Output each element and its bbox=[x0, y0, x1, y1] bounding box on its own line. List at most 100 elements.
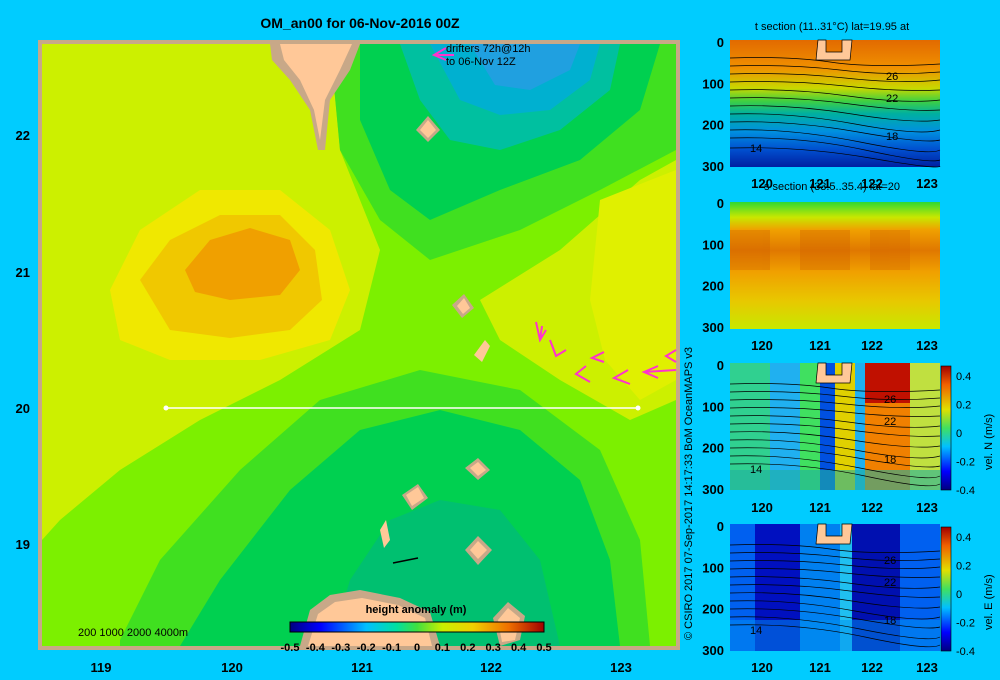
s-section-title: s section (33.5..35.4) lat=20 bbox=[764, 181, 900, 193]
drifter-tracks bbox=[431, 47, 677, 385]
colorbar-tick: -0.5 bbox=[281, 642, 300, 654]
velocity-tick-label: 0 bbox=[956, 428, 962, 440]
vn-section-panel[interactable]: 26 22 18 14 0.4 0.2 0 -0.2 -0.4 vel. N (m/s)… bbox=[702, 358, 995, 515]
y-tick-label: 19 bbox=[16, 537, 30, 552]
lon-tick-label: 123 bbox=[916, 660, 938, 675]
x-tick-label: 120 bbox=[221, 660, 243, 675]
t-section-plot bbox=[730, 40, 940, 167]
colorbar-tick: -0.4 bbox=[306, 642, 326, 654]
depth-tick-label: 0 bbox=[717, 519, 724, 534]
depth-tick-label: 200 bbox=[702, 279, 724, 294]
lon-tick-label: 120 bbox=[751, 500, 773, 515]
ve-section-panel[interactable]: 26 22 18 14 0.4 0.2 0 -0.2 -0.4 vel. E (m/s)… bbox=[702, 519, 995, 675]
map-x-axis: 119 120 121 122 123 bbox=[91, 660, 632, 675]
depth-tick-label: 300 bbox=[702, 482, 724, 497]
contour-label: 26 bbox=[884, 394, 896, 406]
depth-tick-label: 200 bbox=[702, 441, 724, 456]
contour-label: 22 bbox=[884, 416, 896, 428]
velocity-tick-label: 0.4 bbox=[956, 532, 971, 544]
lon-tick-label: 121 bbox=[809, 660, 831, 675]
colorbar-tick: 0.2 bbox=[460, 642, 475, 654]
drifter-arrow bbox=[431, 47, 454, 61]
velocity-tick-label: 0.4 bbox=[956, 371, 971, 383]
depth-tick-label: 100 bbox=[702, 76, 724, 91]
lon-tick-label: 123 bbox=[916, 338, 938, 353]
map-y-axis: 22 21 20 19 bbox=[16, 128, 30, 552]
lon-tick-label: 122 bbox=[861, 660, 883, 675]
velocity-tick-label: -0.2 bbox=[956, 618, 975, 630]
drifters-label-2: to 06-Nov 12Z bbox=[446, 56, 516, 68]
depth-tick-label: 0 bbox=[717, 35, 724, 50]
height-anomaly-field bbox=[42, 44, 676, 646]
vn-colorbar-label: vel. N (m/s) bbox=[983, 414, 995, 470]
contour-label: 22 bbox=[886, 93, 898, 105]
drifter-arrow bbox=[611, 369, 631, 385]
depth-tick-label: 300 bbox=[702, 643, 724, 658]
height-colorbar: height anomaly (m) -0.5 -0.4 -0.3 -0.2 -0.1 0… bbox=[281, 604, 552, 654]
depth-tick-label: 100 bbox=[702, 237, 724, 252]
depth-tick-label: 0 bbox=[717, 358, 724, 373]
colorbar-tick: 0.3 bbox=[486, 642, 501, 654]
lon-tick-label: 122 bbox=[861, 338, 883, 353]
velocity-tick-label: 0.2 bbox=[956, 561, 971, 573]
colorbar-tick: 0.5 bbox=[536, 642, 551, 654]
colorbar-tick: -0.3 bbox=[331, 642, 350, 654]
lon-tick-label: 123 bbox=[916, 500, 938, 515]
drifters-label: drifters 72h@12h bbox=[446, 43, 531, 55]
map-panel[interactable]: OM_an00 for 06-Nov-2016 00Z drifters 72h… bbox=[16, 15, 680, 675]
x-tick-label: 119 bbox=[91, 660, 112, 675]
velocity-tick-label: 0 bbox=[956, 589, 962, 601]
depth-tick-label: 200 bbox=[702, 118, 724, 133]
x-tick-label: 121 bbox=[351, 660, 373, 675]
contour-label: 26 bbox=[884, 555, 896, 567]
y-tick-label: 21 bbox=[16, 265, 30, 280]
s-section-panel[interactable]: s section (33.5..35.4) lat=20 0 100 200 300… bbox=[702, 181, 940, 353]
t-section-panel[interactable]: t section (11..31°C) lat=19.95 at 26 22 … bbox=[702, 21, 941, 191]
lon-tick-label: 121 bbox=[809, 338, 831, 353]
lon-tick-label: 120 bbox=[751, 660, 773, 675]
taiwan-land-core bbox=[280, 44, 352, 140]
colorbar-tick: 0 bbox=[414, 642, 420, 654]
drifter-arrow bbox=[574, 365, 591, 383]
velocity-tick-label: -0.4 bbox=[956, 646, 975, 658]
drifter-arrow bbox=[549, 339, 567, 358]
island-3 bbox=[474, 340, 490, 362]
lon-tick-label: 120 bbox=[751, 176, 773, 191]
lon-tick-label: 122 bbox=[861, 500, 883, 515]
lon-tick-label: 122 bbox=[861, 176, 883, 191]
velocity-tick-label: -0.2 bbox=[956, 457, 975, 469]
t-section-title: t section (11..31°C) lat=19.95 at bbox=[755, 21, 909, 33]
colorbar-title: height anomaly (m) bbox=[366, 604, 467, 616]
t-contours bbox=[729, 57, 941, 168]
colorbar-tick: 0.1 bbox=[435, 642, 450, 654]
depth-tick-label: 100 bbox=[702, 399, 724, 414]
vn-colorbar bbox=[940, 365, 952, 491]
depth-tick-label: 100 bbox=[702, 560, 724, 575]
credit-text: © CSIRO 2017 07-Sep-2017 14:17:33 BoM Oc… bbox=[683, 347, 695, 640]
y-tick-label: 20 bbox=[16, 401, 30, 416]
depth-tick-label: 200 bbox=[702, 602, 724, 617]
velocity-tick-label: -0.4 bbox=[956, 485, 975, 497]
colorbar-tick: -0.1 bbox=[382, 642, 401, 654]
contour-label: 18 bbox=[886, 131, 898, 143]
contour-label: 22 bbox=[884, 577, 896, 589]
contour-label: 26 bbox=[886, 71, 898, 83]
ve-colorbar bbox=[940, 526, 952, 652]
depth-tick-label: 300 bbox=[702, 320, 724, 335]
map-title: OM_an00 for 06-Nov-2016 00Z bbox=[260, 15, 460, 31]
lon-tick-label: 121 bbox=[809, 500, 831, 515]
lon-tick-label: 121 bbox=[809, 176, 831, 191]
lon-tick-label: 120 bbox=[751, 338, 773, 353]
depth-tick-label: 300 bbox=[702, 159, 724, 174]
colorbar-tick: 0.4 bbox=[511, 642, 527, 654]
contour-label: 18 bbox=[884, 615, 896, 627]
ve-colorbar-label: vel. E (m/s) bbox=[983, 574, 995, 630]
contour-label: 18 bbox=[884, 454, 896, 466]
contour-label: 14 bbox=[750, 464, 762, 476]
y-tick-label: 22 bbox=[16, 128, 30, 143]
drifter-arrow bbox=[535, 321, 547, 343]
lon-tick-label: 123 bbox=[916, 176, 938, 191]
section-line bbox=[163, 405, 641, 411]
velocity-tick-label: 0.2 bbox=[956, 400, 971, 412]
colorbar-tick: -0.2 bbox=[357, 642, 376, 654]
